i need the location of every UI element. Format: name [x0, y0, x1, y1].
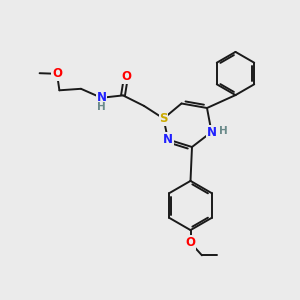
Text: N: N — [206, 125, 217, 139]
Text: N: N — [96, 91, 106, 104]
Text: O: O — [185, 236, 196, 249]
Text: H: H — [218, 125, 227, 136]
Text: N: N — [163, 133, 173, 146]
Text: H: H — [97, 102, 106, 112]
Text: O: O — [52, 67, 62, 80]
Text: O: O — [121, 70, 131, 83]
Text: S: S — [159, 112, 168, 125]
